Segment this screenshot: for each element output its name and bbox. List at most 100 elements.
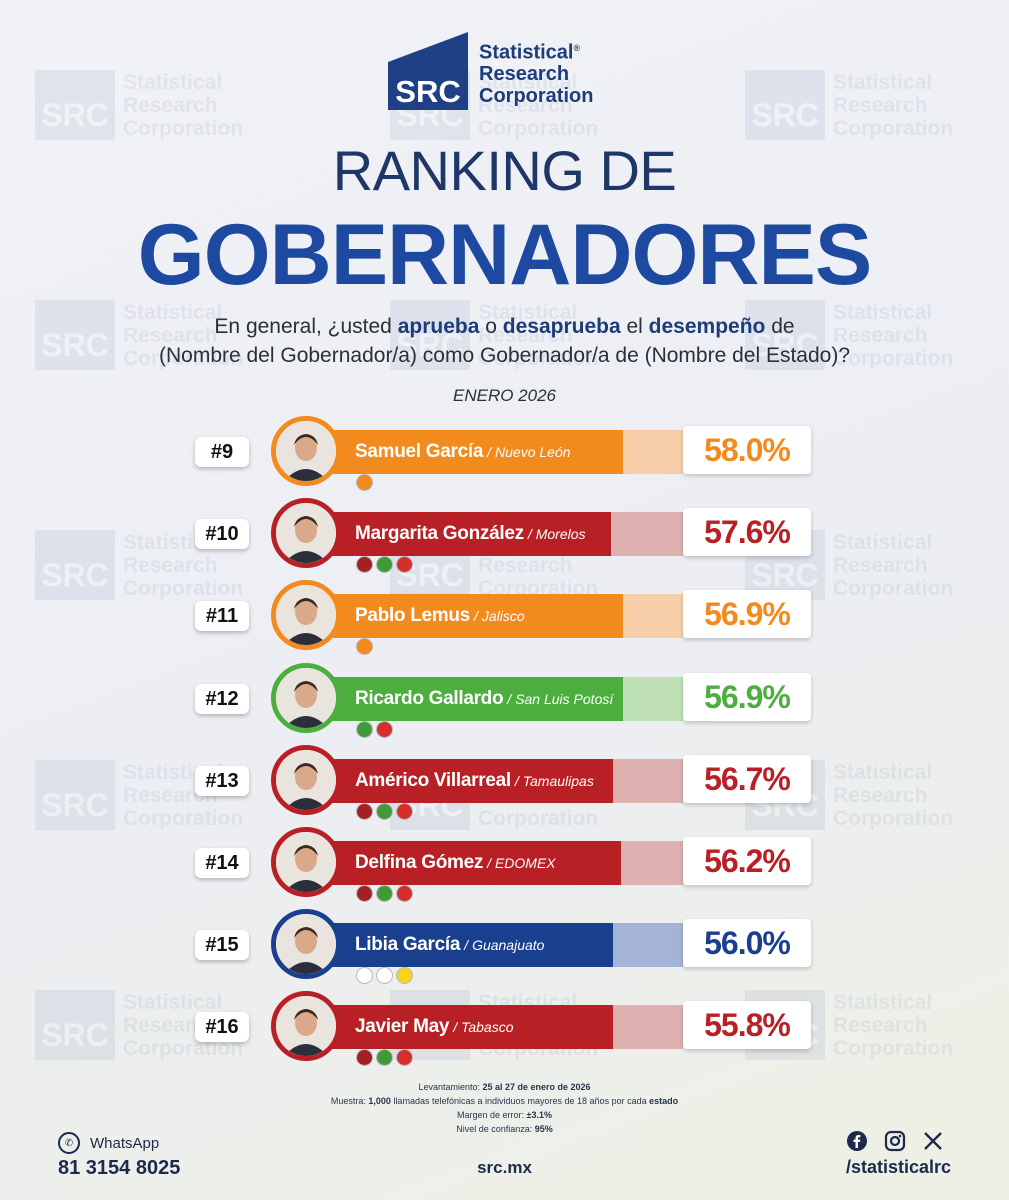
bar-remainder bbox=[613, 923, 683, 967]
approval-value-box: 56.0% bbox=[683, 919, 811, 967]
state-separator: / bbox=[527, 526, 532, 542]
state-name: Tabasco bbox=[461, 1019, 514, 1035]
governor-photo bbox=[271, 827, 341, 897]
party-logo-pvem-icon bbox=[376, 885, 393, 902]
approval-value-box: 56.2% bbox=[683, 837, 811, 885]
bar-fill: Ricardo Gallardo / San Luis Potosí bbox=[317, 677, 623, 721]
x-icon[interactable] bbox=[922, 1130, 944, 1152]
whatsapp-contact[interactable]: ✆ WhatsApp bbox=[58, 1132, 159, 1154]
bar-remainder bbox=[623, 677, 683, 721]
party-logos bbox=[356, 556, 413, 573]
party-logo-pvem-icon bbox=[376, 556, 393, 573]
state-name: Jalisco bbox=[481, 608, 525, 624]
bar-fill: Américo Villarreal / Tamaulipas bbox=[317, 759, 613, 803]
src-logo-mark: SRC bbox=[388, 32, 470, 112]
approval-percentage: 56.9% bbox=[704, 678, 791, 715]
approval-value-box: 56.9% bbox=[683, 673, 811, 721]
bar: Libia García / Guanajuato bbox=[317, 923, 683, 967]
party-logo-mc-icon bbox=[356, 474, 373, 491]
phone-number[interactable]: 81 3154 8025 bbox=[58, 1157, 181, 1179]
bar-remainder bbox=[613, 759, 683, 803]
party-logo-pvem-icon bbox=[376, 1049, 393, 1066]
governor-photo bbox=[271, 580, 341, 650]
party-logo-mc-icon bbox=[356, 638, 373, 655]
rank-badge: #9 bbox=[195, 437, 249, 467]
ranking-row: #13 Américo Villarreal / Tamaulipas 56.7% bbox=[195, 743, 815, 825]
bar: Ricardo Gallardo / San Luis Potosí bbox=[317, 677, 683, 721]
party-logos bbox=[356, 803, 413, 820]
party-logos bbox=[356, 721, 393, 738]
party-logo-pt-icon bbox=[396, 556, 413, 573]
bar-remainder bbox=[623, 430, 683, 474]
ranking-row: #15 Libia García / Guanajuato 56.0% bbox=[195, 907, 815, 989]
rank-badge: #12 bbox=[195, 684, 249, 714]
party-logo-prd-icon bbox=[396, 967, 413, 984]
party-logo-pt-icon bbox=[396, 885, 413, 902]
instagram-icon[interactable] bbox=[884, 1130, 906, 1152]
state-name: Guanajuato bbox=[472, 937, 545, 953]
state-separator: / bbox=[514, 773, 519, 789]
approval-percentage: 56.2% bbox=[704, 842, 791, 879]
rank-badge: #13 bbox=[195, 766, 249, 796]
governor-photo bbox=[271, 991, 341, 1061]
party-logo-pvem-icon bbox=[356, 721, 373, 738]
approval-percentage: 57.6% bbox=[704, 513, 791, 550]
src-logo-text: Statistical® Research Corporation bbox=[479, 41, 594, 108]
social-icons bbox=[846, 1130, 944, 1152]
bar-fill: Javier May / Tabasco bbox=[317, 1005, 613, 1049]
rank-badge: #15 bbox=[195, 930, 249, 960]
state-name: Nuevo León bbox=[495, 444, 571, 460]
state-separator: / bbox=[507, 691, 512, 707]
governor-photo bbox=[271, 909, 341, 979]
state-separator: / bbox=[453, 1019, 458, 1035]
state-name: Morelos bbox=[535, 526, 586, 542]
ranking-row: #14 Delfina Gómez / EDOMEX 56.2% bbox=[195, 825, 815, 907]
party-logo-morena-icon bbox=[356, 885, 373, 902]
title-line-2: GOBERNADORES bbox=[137, 207, 872, 303]
bar: Javier May / Tabasco bbox=[317, 1005, 683, 1049]
approval-value-box: 56.9% bbox=[683, 590, 811, 638]
state-name: Tamaulipas bbox=[522, 773, 594, 789]
party-logo-pt-icon bbox=[376, 721, 393, 738]
approval-percentage: 56.0% bbox=[704, 924, 791, 961]
social-handle[interactable]: /statisticalrc bbox=[846, 1157, 952, 1177]
party-logo-morena-icon bbox=[356, 803, 373, 820]
approval-percentage: 56.9% bbox=[704, 595, 791, 632]
approval-value-box: 56.7% bbox=[683, 755, 811, 803]
governor-photo bbox=[271, 498, 341, 568]
party-logo-pt-icon bbox=[396, 803, 413, 820]
ranking-row: #11 Pablo Lemus / Jalisco 56.9% bbox=[195, 578, 815, 660]
whatsapp-label: WhatsApp bbox=[90, 1134, 160, 1152]
state-name: San Luis Potosí bbox=[515, 691, 614, 707]
bar-remainder bbox=[611, 512, 683, 556]
whatsapp-icon: ✆ bbox=[58, 1132, 80, 1154]
bar: Delfina Gómez / EDOMEX bbox=[317, 841, 683, 885]
ranking-row: #9 Samuel García / Nuevo León 58.0% bbox=[195, 414, 815, 496]
survey-period: ENERO 2026 bbox=[453, 386, 556, 405]
party-logo-morena-icon bbox=[356, 1049, 373, 1066]
state-name: EDOMEX bbox=[494, 855, 556, 871]
bar: Pablo Lemus / Jalisco bbox=[317, 594, 683, 638]
party-logos bbox=[356, 885, 413, 902]
bar-remainder bbox=[621, 841, 683, 885]
state-separator: / bbox=[487, 444, 492, 460]
website-link[interactable]: src.mx bbox=[477, 1158, 532, 1177]
state-separator: / bbox=[473, 608, 478, 624]
state-separator: / bbox=[487, 855, 491, 871]
party-logo-pri-icon bbox=[376, 967, 393, 984]
approval-percentage: 58.0% bbox=[704, 431, 791, 468]
approval-value-box: 58.0% bbox=[683, 426, 811, 474]
bar-fill: Libia García / Guanajuato bbox=[317, 923, 613, 967]
approval-percentage: 55.8% bbox=[704, 1006, 791, 1043]
svg-text:SRC: SRC bbox=[395, 74, 460, 109]
party-logos bbox=[356, 1049, 413, 1066]
facebook-icon[interactable] bbox=[846, 1130, 868, 1152]
governor-name: Javier May bbox=[355, 1016, 450, 1037]
